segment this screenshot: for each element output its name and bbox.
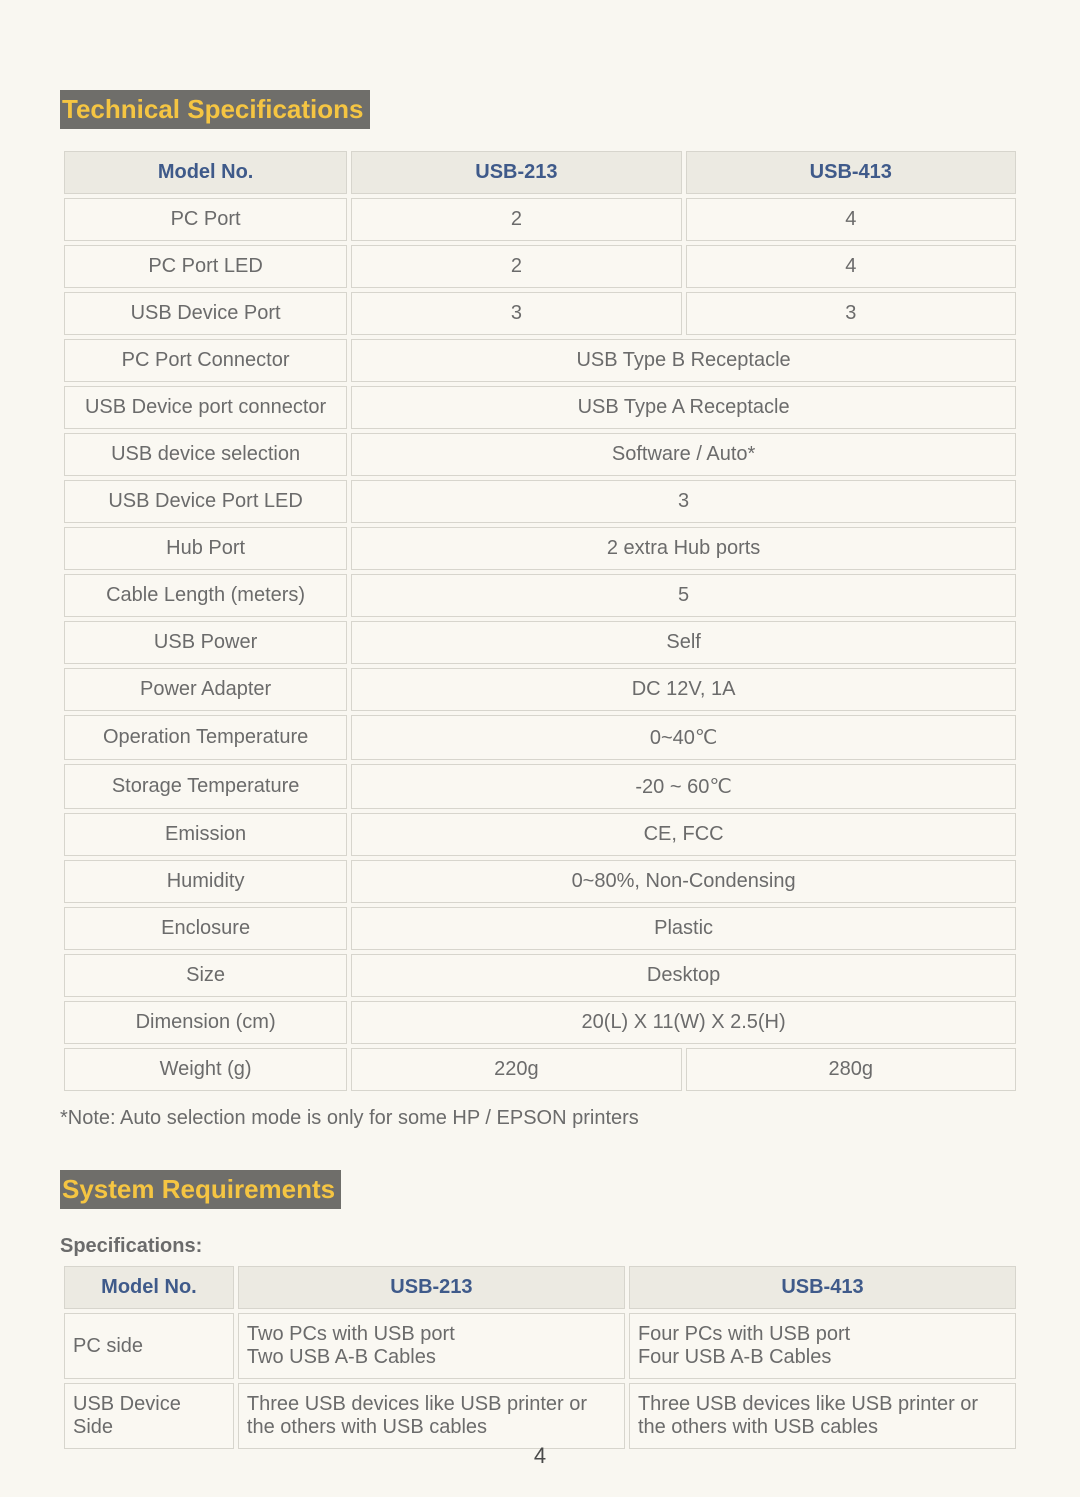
col-usb413: USB-413 [686, 151, 1016, 194]
row-label: USB Device port connector [64, 386, 347, 429]
row-label: USB device selection [64, 433, 347, 476]
table-row: SizeDesktop [64, 954, 1016, 997]
col-usb213: USB-213 [238, 1266, 625, 1309]
row-label: PC Port [64, 198, 347, 241]
row-value: Self [351, 621, 1016, 664]
row-label: Storage Temperature [64, 764, 347, 809]
row-value: Software / Auto* [351, 433, 1016, 476]
row-value-usb213: 3 [351, 292, 681, 335]
row-label: USB Power [64, 621, 347, 664]
row-value: CE, FCC [351, 813, 1016, 856]
row-label: Emission [64, 813, 347, 856]
table-row: Operation Temperature0~40℃ [64, 715, 1016, 760]
table-row: Hub Port2 extra Hub ports [64, 527, 1016, 570]
table-row: USB Device SideThree USB devices like US… [64, 1383, 1016, 1449]
sysreq-table: Model No. USB-213 USB-413 PC sideTwo PCs… [60, 1262, 1020, 1453]
table-row: USB Device Port LED3 [64, 480, 1016, 523]
row-label: PC Port LED [64, 245, 347, 288]
col-model: Model No. [64, 151, 347, 194]
table-row: USB device selectionSoftware / Auto* [64, 433, 1016, 476]
row-value-usb213: 2 [351, 245, 681, 288]
table-row: Power AdapterDC 12V, 1A [64, 668, 1016, 711]
row-label: Operation Temperature [64, 715, 347, 760]
row-value-usb213: 2 [351, 198, 681, 241]
table-header-row: Model No. USB-213 USB-413 [64, 151, 1016, 194]
row-value: DC 12V, 1A [351, 668, 1016, 711]
sysreq-subhead: Specifications: [60, 1235, 1020, 1258]
row-label: Power Adapter [64, 668, 347, 711]
row-label: USB Device Port [64, 292, 347, 335]
row-label: USB Device Port LED [64, 480, 347, 523]
row-value-usb413: 3 [686, 292, 1016, 335]
row-value-usb413: Four PCs with USB portFour USB A-B Cable… [629, 1313, 1016, 1379]
table-row: PC Port ConnectorUSB Type B Receptacle [64, 339, 1016, 382]
row-value-usb213: Two PCs with USB portTwo USB A-B Cables [238, 1313, 625, 1379]
tech-spec-table: Model No. USB-213 USB-413 PC Port24PC Po… [60, 147, 1020, 1095]
table-row: USB Device Port33 [64, 292, 1016, 335]
sysreq-title: System Requirements [60, 1170, 341, 1209]
table-row: Dimension (cm)20(L) X 11(W) X 2.5(H) [64, 1001, 1016, 1044]
table-row: EnclosurePlastic [64, 907, 1016, 950]
row-value: 2 extra Hub ports [351, 527, 1016, 570]
row-label: Enclosure [64, 907, 347, 950]
table-row: Cable Length (meters)5 [64, 574, 1016, 617]
footnote: *Note: Auto selection mode is only for s… [60, 1107, 1020, 1130]
col-model: Model No. [64, 1266, 234, 1309]
row-label: Cable Length (meters) [64, 574, 347, 617]
row-label: Size [64, 954, 347, 997]
table-row: Humidity0~80%, Non-Condensing [64, 860, 1016, 903]
row-value: 0~40℃ [351, 715, 1016, 760]
row-label: Dimension (cm) [64, 1001, 347, 1044]
row-label: Humidity [64, 860, 347, 903]
page: Technical Specifications Model No. USB-2… [0, 0, 1080, 1497]
row-value: 0~80%, Non-Condensing [351, 860, 1016, 903]
row-value-usb413: 4 [686, 198, 1016, 241]
row-value: USB Type B Receptacle [351, 339, 1016, 382]
row-value: Desktop [351, 954, 1016, 997]
row-value-usb413: 4 [686, 245, 1016, 288]
row-value: USB Type A Receptacle [351, 386, 1016, 429]
row-value: 3 [351, 480, 1016, 523]
row-label: Weight (g) [64, 1048, 347, 1091]
row-value-usb213: 220g [351, 1048, 681, 1091]
row-label: Hub Port [64, 527, 347, 570]
table-row: Storage Temperature-20 ~ 60℃ [64, 764, 1016, 809]
table-row: PC Port LED24 [64, 245, 1016, 288]
table-row: PC Port24 [64, 198, 1016, 241]
row-value: 20(L) X 11(W) X 2.5(H) [351, 1001, 1016, 1044]
table-row: EmissionCE, FCC [64, 813, 1016, 856]
col-usb213: USB-213 [351, 151, 681, 194]
row-label: PC side [64, 1313, 234, 1379]
row-value-usb413: Three USB devices like USB printer or th… [629, 1383, 1016, 1449]
row-value: -20 ~ 60℃ [351, 764, 1016, 809]
row-value-usb413: 280g [686, 1048, 1016, 1091]
table-row: USB PowerSelf [64, 621, 1016, 664]
table-row: Weight (g)220g280g [64, 1048, 1016, 1091]
table-header-row: Model No. USB-213 USB-413 [64, 1266, 1016, 1309]
row-label: USB Device Side [64, 1383, 234, 1449]
col-usb413: USB-413 [629, 1266, 1016, 1309]
row-label: PC Port Connector [64, 339, 347, 382]
row-value-usb213: Three USB devices like USB printer or th… [238, 1383, 625, 1449]
row-value: 5 [351, 574, 1016, 617]
table-row: USB Device port connectorUSB Type A Rece… [64, 386, 1016, 429]
table-row: PC sideTwo PCs with USB portTwo USB A-B … [64, 1313, 1016, 1379]
row-value: Plastic [351, 907, 1016, 950]
tech-spec-title: Technical Specifications [60, 90, 370, 129]
page-number: 4 [0, 1443, 1080, 1469]
